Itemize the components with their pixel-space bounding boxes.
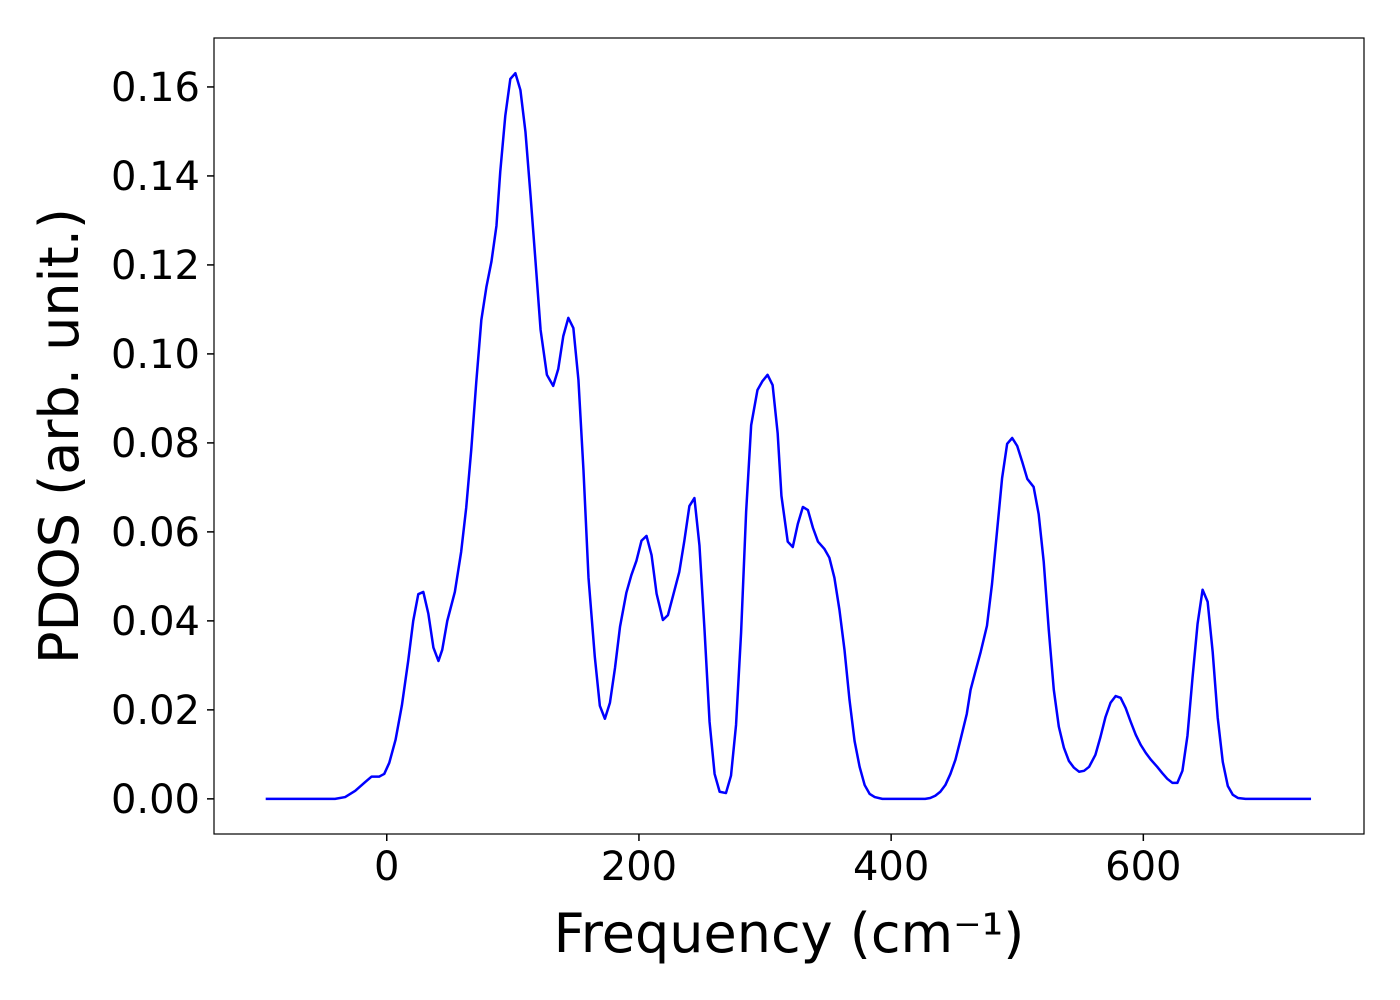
x-tick-label: 400 (853, 844, 929, 890)
plot-frame (213, 37, 1365, 835)
y-tick-label: 0.04 (111, 599, 200, 645)
y-axis-label: PDOS (arb. unit.) (28, 208, 91, 664)
y-tick-label: 0.00 (111, 777, 200, 823)
y-tick-label: 0.06 (111, 510, 200, 556)
y-tick-label: 0.14 (111, 154, 200, 200)
y-tick-label: 0.10 (111, 332, 200, 378)
y-tick-label: 0.08 (111, 421, 200, 467)
y-tick-label: 0.16 (111, 65, 200, 111)
y-tick-label: 0.12 (111, 243, 200, 289)
x-tick-label: 200 (601, 844, 677, 890)
y-tick-label: 0.02 (111, 688, 200, 734)
x-tick-label: 600 (1105, 844, 1181, 890)
x-tick-label: 0 (374, 844, 399, 890)
x-axis-label: Frequency (cm⁻¹) (554, 902, 1025, 965)
data-line (265, 71, 1312, 801)
